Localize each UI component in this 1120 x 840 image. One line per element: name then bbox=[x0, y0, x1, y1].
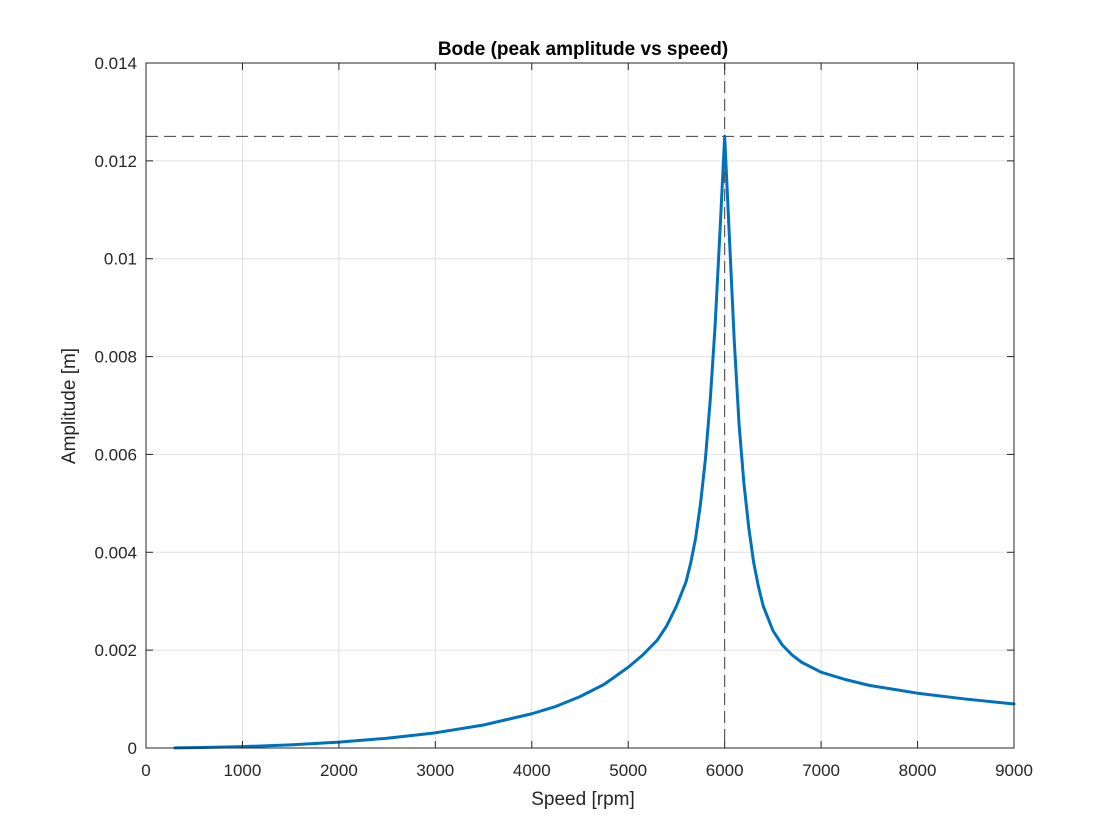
y-tick-label: 0.014 bbox=[94, 54, 137, 73]
y-axis-ticks: 0 0.002 0.004 0.006 0.008 0.01 0.012 0.014 bbox=[94, 54, 1014, 758]
y-tick-label: 0.01 bbox=[104, 250, 137, 269]
x-axis-label: Speed [rpm] bbox=[531, 789, 635, 810]
x-tick-label: 4000 bbox=[513, 761, 551, 780]
x-tick-label: 7000 bbox=[802, 761, 840, 780]
y-axis-label: Amplitude [m] bbox=[59, 348, 80, 464]
x-tick-label: 8000 bbox=[899, 761, 937, 780]
y-tick-label: 0.006 bbox=[94, 445, 137, 464]
x-tick-label: 6000 bbox=[706, 761, 744, 780]
x-axis-ticks: 0 1000 2000 3000 4000 5000 6000 7000 8000 9000 bbox=[141, 63, 1033, 780]
y-tick-label: 0.002 bbox=[94, 641, 137, 660]
y-tick-label: 0.008 bbox=[94, 348, 137, 367]
y-tick-label: 0.004 bbox=[94, 543, 137, 562]
x-tick-label: 2000 bbox=[320, 761, 358, 780]
y-tick-label: 0.012 bbox=[94, 152, 137, 171]
plot-area-border bbox=[145, 62, 1015, 749]
y-tick-label: 0 bbox=[128, 739, 137, 758]
x-tick-label: 9000 bbox=[995, 761, 1033, 780]
reference-lines bbox=[146, 63, 1014, 748]
chart-title: Bode (peak amplitude vs speed) bbox=[438, 39, 728, 60]
x-tick-label: 1000 bbox=[224, 761, 262, 780]
amplitude-series-line bbox=[173, 134, 1016, 750]
x-tick-label: 3000 bbox=[416, 761, 454, 780]
x-tick-label: 0 bbox=[141, 761, 150, 780]
x-tick-label: 5000 bbox=[609, 761, 647, 780]
